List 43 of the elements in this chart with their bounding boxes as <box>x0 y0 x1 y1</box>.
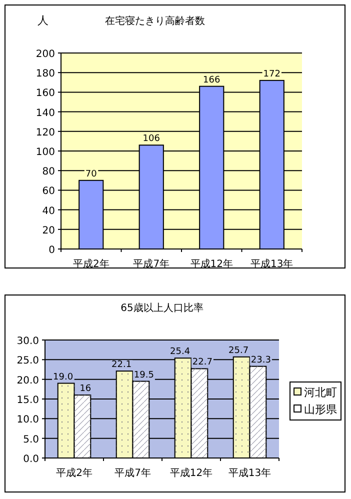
data-label: 106 <box>142 134 160 144</box>
data-label: 19.5 <box>134 370 154 380</box>
y-tick-label: 160 <box>36 88 55 100</box>
y-tick-label: 200 <box>36 49 55 60</box>
y-axis-title: 人 <box>38 14 48 27</box>
x-tick-label: 平成7年 <box>133 258 170 270</box>
data-label: 25.4 <box>170 347 190 358</box>
x-tick-label: 平成7年 <box>114 467 151 479</box>
y-tick-label: 30.0 <box>16 336 39 347</box>
legend-label: 山形県 <box>304 403 337 416</box>
data-label: 22.7 <box>192 358 212 368</box>
y-tick-label: 100 <box>36 147 55 158</box>
x-tick-label: 平成2年 <box>72 258 110 270</box>
y-tick-label: 15.0 <box>16 395 39 406</box>
data-label: 19.0 <box>53 372 74 382</box>
data-label: 25.7 <box>228 346 249 356</box>
y-tick-label: 10.0 <box>16 414 39 426</box>
y-tick-label: 180 <box>36 68 55 80</box>
y-tick-label: 5.0 <box>23 434 39 446</box>
chart-title: 在宅寝たきり高齢者数 <box>105 15 205 27</box>
data-label: 22.1 <box>112 360 132 370</box>
y-tick-label: 40 <box>42 206 55 217</box>
data-label: 172 <box>263 69 280 80</box>
x-tick-label: 平成2年 <box>56 467 92 479</box>
data-label: 23.3 <box>250 355 271 366</box>
chart-title: 65歳以上人口比率 <box>120 302 204 314</box>
legend-label: 河北町 <box>304 386 337 399</box>
data-label: 16 <box>80 384 92 394</box>
x-tick-label: 平成13年 <box>250 258 294 270</box>
y-tick-label: 20.0 <box>16 375 39 386</box>
y-tick-label: 120 <box>36 127 55 138</box>
y-tick-label: 0.0 <box>23 454 39 465</box>
y-tick-label: 0 <box>48 245 55 256</box>
y-tick-label: 25.0 <box>16 356 39 367</box>
y-tick-label: 140 <box>36 108 55 119</box>
x-tick-label: 平成12年 <box>190 258 233 270</box>
data-label: 70 <box>85 169 98 180</box>
x-tick-label: 平成13年 <box>228 467 272 479</box>
y-tick-label: 80 <box>42 166 55 178</box>
y-tick-label: 60 <box>42 186 55 198</box>
data-label: 166 <box>203 75 220 86</box>
y-tick-label: 20 <box>42 225 55 236</box>
x-tick-label: 平成12年 <box>170 467 213 479</box>
